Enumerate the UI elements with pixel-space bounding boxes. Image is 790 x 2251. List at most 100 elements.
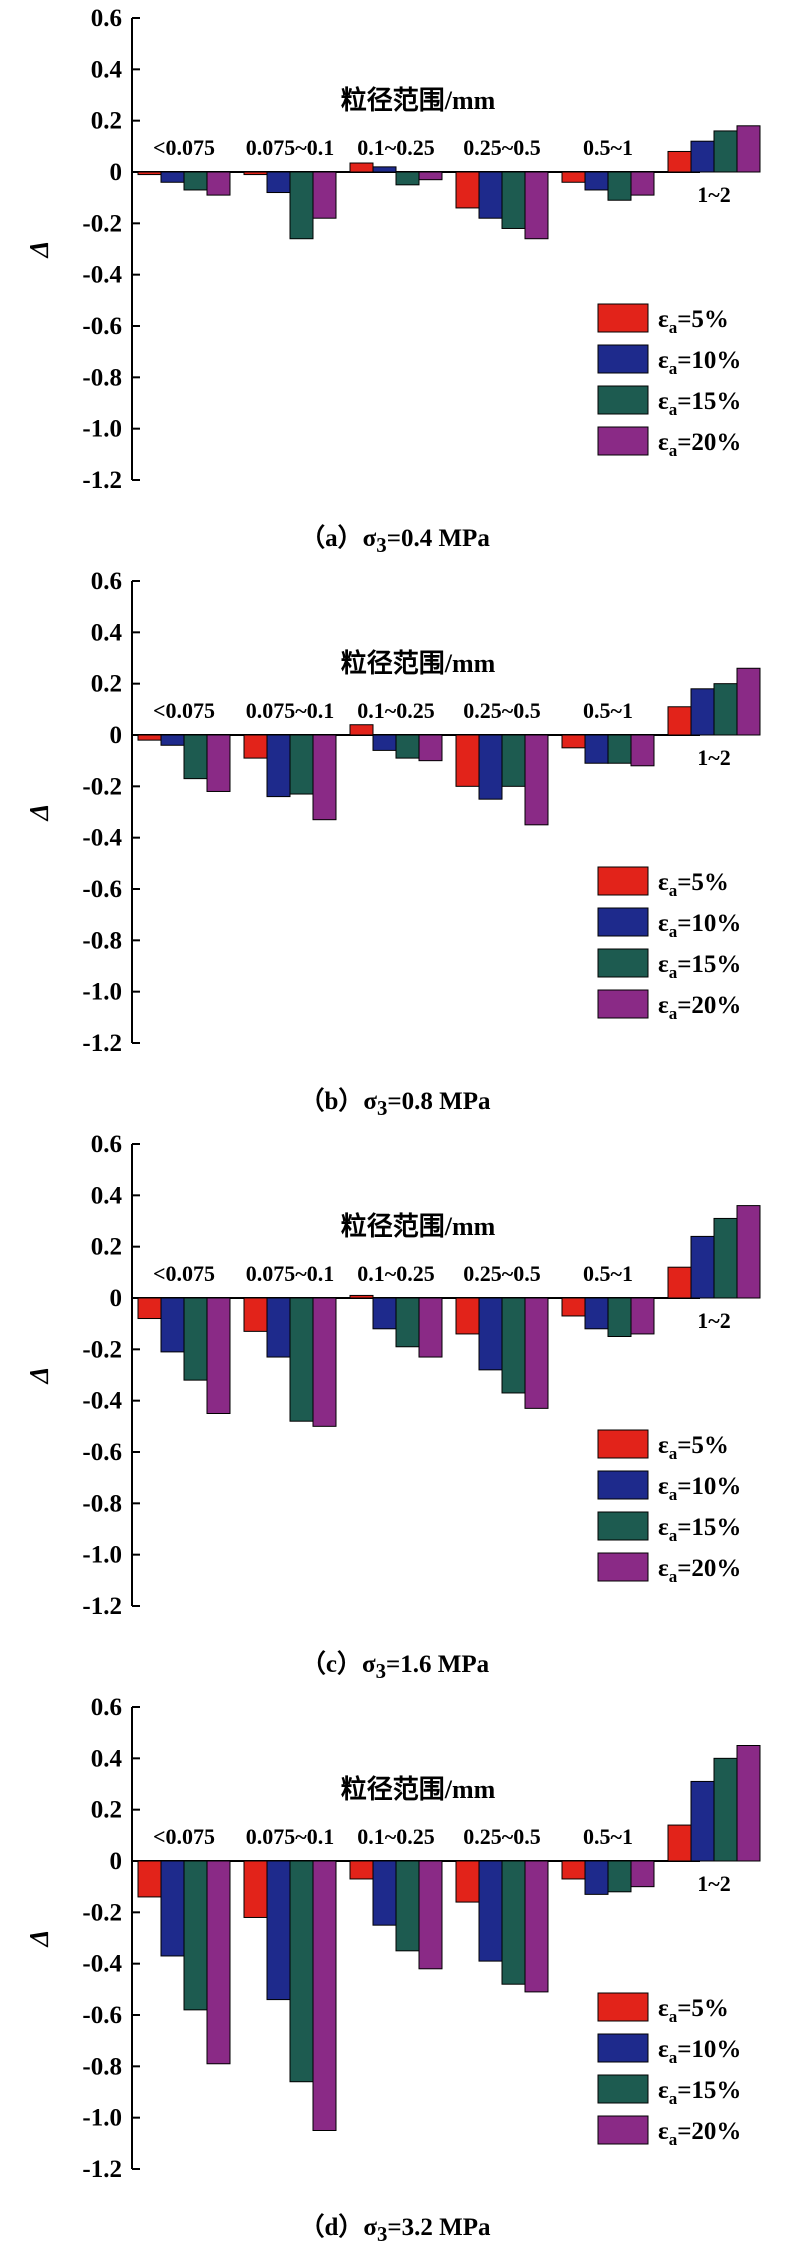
bar [607,1297,632,1337]
legend-swatch [597,1470,649,1500]
caption-value: =3.2 MPa [387,2214,491,2241]
bar [690,140,715,173]
legend-swatch [597,866,649,896]
bar [312,734,337,821]
category-label: <0.075 [153,1824,215,1849]
bar [160,1297,185,1353]
bar [206,734,231,792]
bar [349,724,374,736]
y-tick-label: -0.4 [82,1951,122,1978]
bar [372,734,397,751]
category-label: 0.25~0.5 [463,698,540,723]
bar [312,171,337,219]
y-tick-label: -0.6 [82,876,122,903]
bar [455,734,480,787]
legend-label: εa=20% [658,429,741,460]
bar [266,171,291,194]
y-tick-label: 0 [110,1848,123,1875]
bar [266,734,291,798]
bar [243,1297,268,1332]
legend-swatch [597,989,649,1019]
legend-swatch [597,1511,649,1541]
bar [206,1860,231,2065]
bar [349,162,374,173]
category-label: <0.075 [153,1261,215,1286]
bar [418,1860,443,1970]
bar [289,171,314,240]
y-tick-label: -0.8 [82,1490,122,1517]
y-tick-label: 0.2 [91,671,122,698]
y-tick-label: -0.4 [82,262,122,289]
legend-label: εa=20% [658,1555,741,1586]
y-tick-label: 0.4 [91,1745,123,1772]
chart-panel-b: 0.6 0.4 0.2 0 -0.2 -0.4 -0.6 -0.8 -1.0 -1.2 Δ 粒径范围/… [0,563,790,1126]
legend-swatch [597,385,649,415]
y-tick-label: 0.4 [91,56,123,83]
bar [206,1297,231,1414]
caption-value: =0.4 MPa [386,525,490,552]
chart-caption-a: （a）σ3=0.4 MPa [0,518,790,558]
bar [524,734,549,826]
y-tick-label: -0.8 [82,2053,122,2080]
caption-symbol: σ [363,1088,377,1115]
legend-label: εa=15% [658,2077,741,2108]
legend-swatch [597,907,649,937]
y-tick-label: -1.0 [82,979,122,1006]
bar [243,171,268,176]
legend-label: εa=5% [658,1995,729,2026]
bar [418,1297,443,1358]
bar [312,1860,337,2131]
category-label: 0.075~0.1 [246,698,334,723]
bar-chart-d: 0.6 0.4 0.2 0 -0.2 -0.4 -0.6 -0.8 -1.0 -1.2 Δ 粒径范围/… [24,1694,761,2183]
bar [501,1297,526,1394]
y-tick-label: 0.4 [91,619,123,646]
bar [584,734,609,764]
y-tick-label: 0.6 [91,1131,122,1158]
legend-label: εa=15% [658,951,741,982]
bar [395,1860,420,1952]
bar [418,734,443,762]
bar [736,1745,761,1862]
bar [349,1860,374,1880]
bar [206,171,231,196]
bar [160,171,185,183]
bar [160,734,185,746]
bar [630,1297,655,1335]
bar-chart-b: 0.6 0.4 0.2 0 -0.2 -0.4 -0.6 -0.8 -1.0 -1.2 Δ 粒径范围/… [24,568,761,1057]
chart-panel-c: 0.6 0.4 0.2 0 -0.2 -0.4 -0.6 -0.8 -1.0 -1.2 Δ 粒径范围/… [0,1126,790,1689]
category-label: 0.25~0.5 [463,1261,540,1286]
category-label: 1~2 [697,1308,730,1333]
caption-subscript: 3 [375,1659,386,1683]
bar [372,1860,397,1926]
category-label: 1~2 [697,1871,730,1896]
y-tick-label: 0 [110,1285,123,1312]
bar [312,1297,337,1427]
legend-label: εa=20% [658,2118,741,2149]
caption-tag: （d） [299,2214,364,2241]
bar [667,150,692,173]
bar [561,734,586,749]
bar [607,1860,632,1893]
legend-label: εa=10% [658,2036,741,2067]
bar [137,171,162,176]
category-label: 0.1~0.25 [357,1824,434,1849]
legend-label: εa=10% [658,347,741,378]
bar [372,166,397,173]
bar [455,1860,480,1903]
y-tick-label: -1.0 [82,416,122,443]
bar [243,1860,268,1918]
bar [395,171,420,186]
y-tick-label: -0.4 [82,1388,122,1415]
bar [183,734,208,780]
bar [289,1297,314,1422]
legend-label: εa=15% [658,388,741,419]
legend-label: εa=10% [658,910,741,941]
category-axis-title: 粒径范围/mm [341,1774,496,1804]
caption-tag: （b） [299,1088,364,1115]
y-tick-label: 0.6 [91,5,122,32]
bar [395,734,420,759]
y-tick-label: 0.6 [91,568,122,595]
y-tick-label: 0.6 [91,1694,122,1721]
category-label: 0.1~0.25 [357,1261,434,1286]
caption-subscript: 3 [376,533,387,557]
